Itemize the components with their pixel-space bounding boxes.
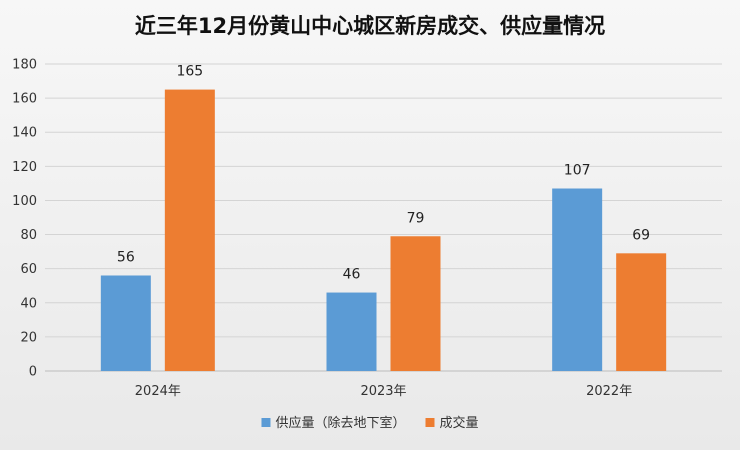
bar <box>326 292 377 371</box>
bar <box>390 236 441 371</box>
y-axis: 0 20 40 60 80 100 120 140 160 180 <box>12 58 37 380</box>
y-tick-label: 160 <box>12 92 37 107</box>
bar <box>552 188 603 371</box>
bar <box>100 275 151 371</box>
grid <box>45 63 722 372</box>
x-category-label: 2024年 <box>135 384 181 399</box>
y-tick-label: 140 <box>12 126 37 141</box>
y-tick-label: 60 <box>20 262 37 277</box>
y-tick-label: 0 <box>29 365 37 380</box>
bar-value-label: 56 <box>117 249 135 265</box>
bar-value-label: 107 <box>564 163 591 179</box>
bar-value-label: 165 <box>176 64 203 80</box>
y-tick-label: 80 <box>20 228 37 243</box>
y-tick-label: 20 <box>20 330 37 345</box>
x-category-label: 2023年 <box>360 384 406 399</box>
y-tick-label: 100 <box>12 194 37 209</box>
bar <box>164 89 215 371</box>
y-tick-label: 180 <box>12 58 37 73</box>
bar-value-label: 79 <box>407 210 425 226</box>
legend-items: 供应量（除去地下室） 成交量 <box>261 415 479 431</box>
legend-label: 供应量（除去地下室） <box>275 415 405 431</box>
bar <box>616 253 667 371</box>
legend-swatch <box>425 418 435 427</box>
x-axis: 2024年 2023年 2022年 <box>135 384 632 399</box>
legend: 供应量（除去地下室） 成交量 <box>261 415 479 431</box>
bar-value-label: 69 <box>632 227 650 243</box>
legend-label: 成交量 <box>440 415 479 431</box>
y-tick-label: 40 <box>20 296 37 311</box>
y-tick-label: 120 <box>12 160 37 175</box>
bar-value-label: 46 <box>343 267 361 283</box>
chart-title: 近三年12月份黄山中心城区新房成交、供应量情况 <box>135 14 605 38</box>
bars <box>100 89 667 371</box>
x-category-label: 2022年 <box>586 384 632 399</box>
legend-swatch <box>261 418 271 427</box>
data-labels: 56 165 46 79 107 69 <box>117 64 650 283</box>
